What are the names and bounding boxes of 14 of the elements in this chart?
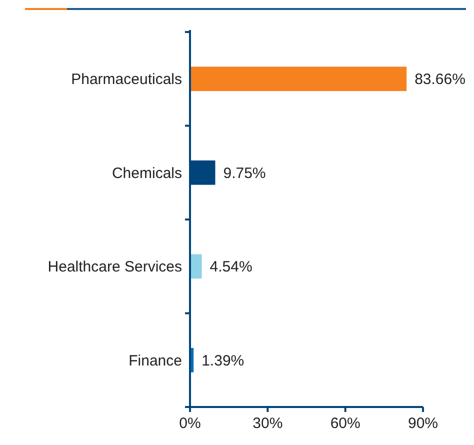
- y-tick-label: Healthcare Services: [48, 258, 182, 276]
- y-tick-label: Chemicals: [112, 164, 182, 182]
- bar: [190, 66, 407, 92]
- y-tick-label: Finance: [128, 352, 182, 370]
- x-tick-label: 0%: [179, 415, 201, 432]
- x-tick-label: 60%: [330, 415, 360, 432]
- bar: [190, 254, 202, 279]
- data-label: 1.39%: [202, 352, 244, 370]
- data-label: 83.66%: [414, 71, 466, 88]
- data-label: 4.54%: [210, 258, 252, 276]
- data-label: 9.75%: [223, 164, 266, 182]
- x-tick-label: 90%: [408, 415, 438, 432]
- y-tick-label: Pharmaceuticals: [71, 71, 182, 88]
- x-tick-label: 30%: [252, 415, 283, 432]
